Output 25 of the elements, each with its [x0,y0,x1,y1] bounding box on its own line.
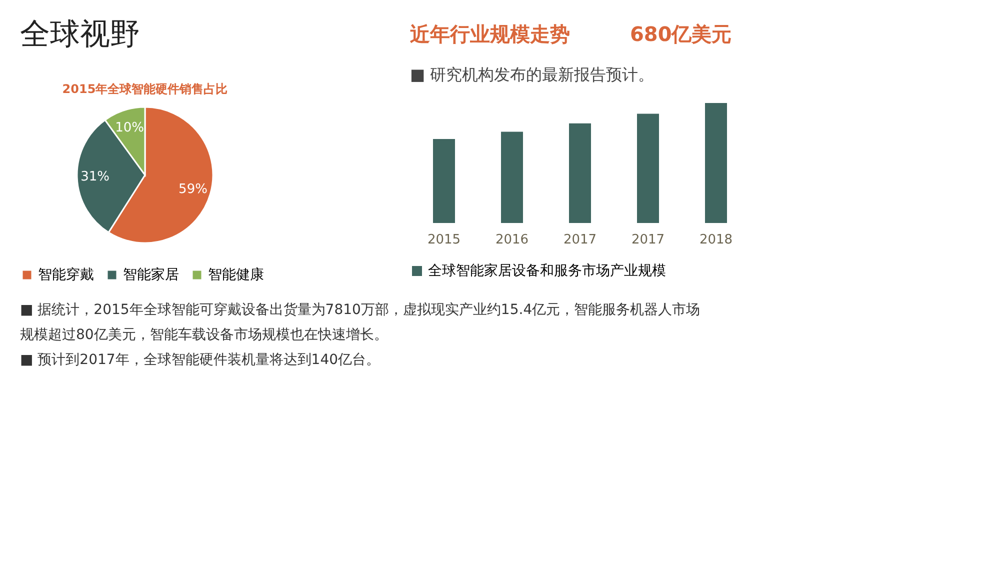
data-label: 59% [178,182,208,197]
text: 全球视野 [20,17,140,52]
bar [705,103,727,223]
x-tick-label: 2016 [495,232,529,248]
text: ■ 研究机构发布的最新报告预计。 [410,65,654,84]
chart-title: 近年行业规模走势 [409,22,570,46]
bar [433,139,455,223]
text: 680亿美元 [630,22,732,46]
legend-label: 智能家居 [123,267,179,283]
chart-title: 2015年全球智能硬件销售占比 [62,82,228,96]
x-tick-label: 2017 [563,232,597,248]
bar [569,123,591,223]
legend-label: 智能健康 [208,267,264,283]
x-tick-label: 2018 [699,232,733,248]
data-label: 31% [80,170,110,185]
x-tick-label: 2015 [427,232,461,248]
text: ■ 据统计，2015年全球智能可穿戴设备出货量为7810万部，虚拟现实产业约15.4亿元，智能服务机器人市场 [20,302,700,318]
legend-label: 智能穿戴 [38,267,94,283]
text: ■ 预计到2017年，全球智能硬件装机量将达到140亿台。 [20,352,380,368]
bar [501,132,523,223]
data-label: 10% [115,120,144,136]
bar [637,114,659,223]
legend-label: 全球智能家居设备和服务市场产业规模 [428,263,666,279]
x-tick-label: 2017 [631,232,665,248]
text: 规模超过80亿美元，智能车载设备市场规模也在快速增长。 [20,327,388,343]
